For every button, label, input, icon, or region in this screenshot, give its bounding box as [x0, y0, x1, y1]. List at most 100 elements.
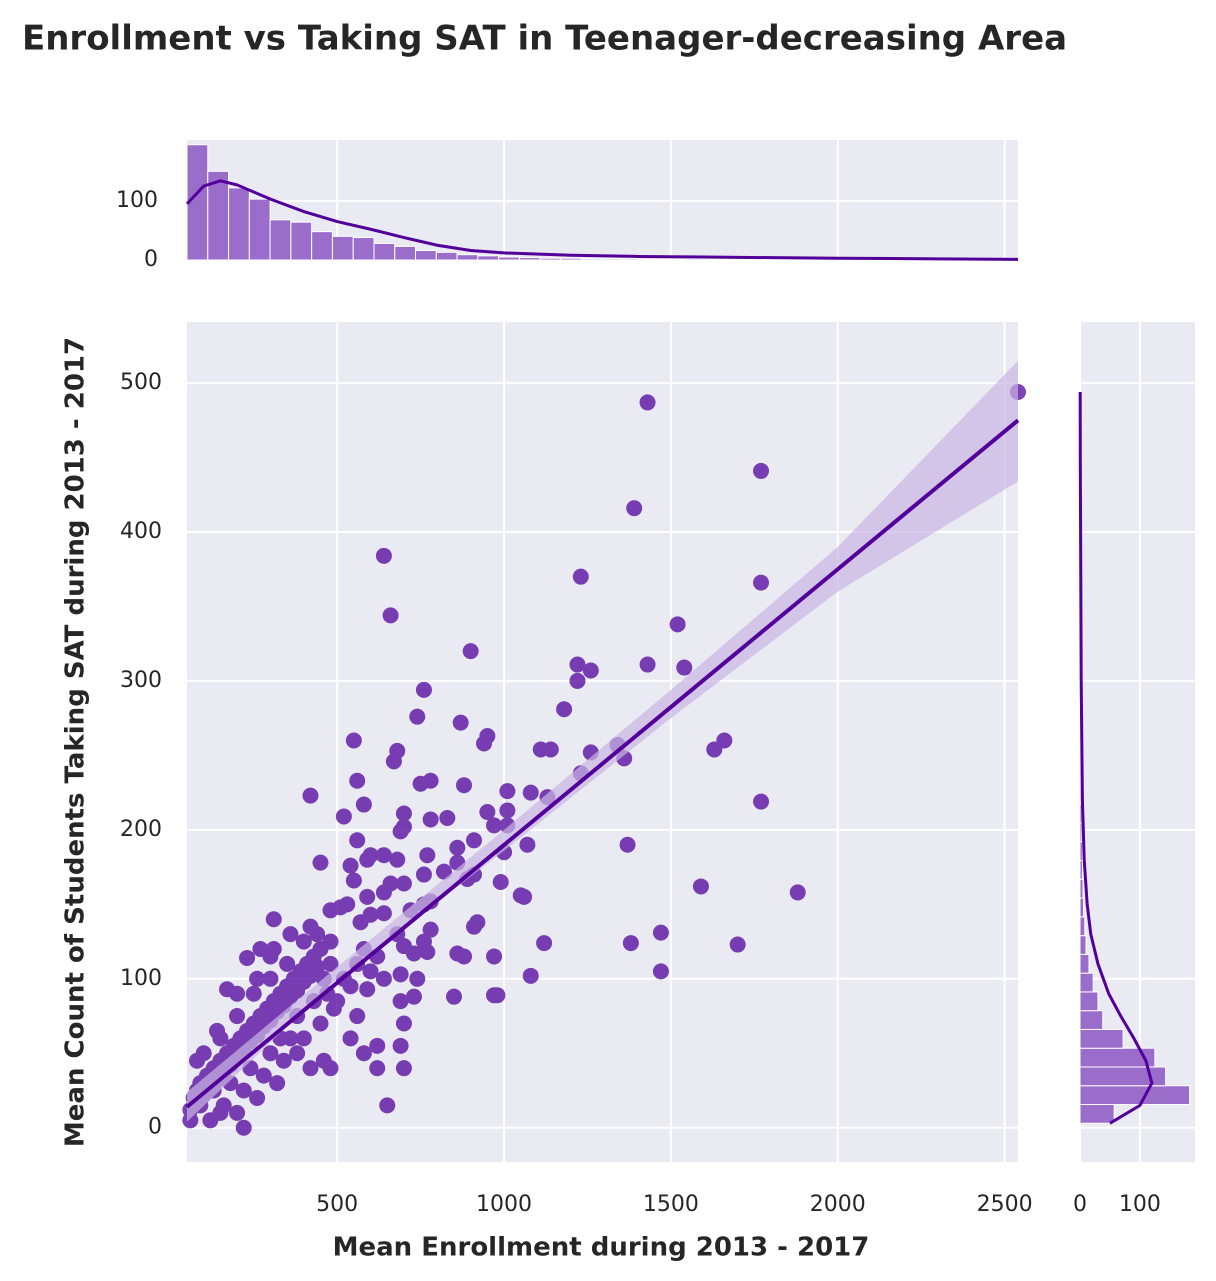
scatter-point: [189, 1052, 206, 1069]
scatter-point: [392, 966, 409, 983]
scatter-point: [359, 888, 376, 905]
scatter-point: [395, 1015, 412, 1032]
scatter-point: [355, 1045, 372, 1062]
histogram-bar: [726, 258, 749, 261]
y-tick-label: 500: [120, 370, 162, 395]
scatter-point: [639, 394, 656, 411]
scatter-point: [235, 1082, 252, 1099]
scatter-point: [692, 878, 709, 895]
histogram-bar: [539, 257, 562, 261]
x-tick-label: 2500: [977, 1192, 1033, 1217]
scatter-point: [229, 985, 246, 1002]
scatter-point: [445, 988, 462, 1005]
scatter-point: [789, 884, 806, 901]
scatter-point: [345, 732, 362, 749]
x-tick-label: 1000: [476, 1192, 532, 1217]
histogram-bar: [1079, 1104, 1115, 1124]
scatter-point: [249, 970, 266, 987]
histogram-bar: [643, 258, 666, 261]
histogram-bar: [456, 254, 479, 261]
scatter-point: [622, 935, 639, 952]
scatter-point: [345, 872, 362, 889]
scatter-point: [395, 805, 412, 822]
histogram-bar: [477, 255, 500, 261]
scatter-point: [339, 896, 356, 913]
histogram-bar: [768, 258, 790, 261]
scatter-point: [375, 884, 392, 901]
scatter-point: [392, 1037, 409, 1054]
scatter-point: [486, 987, 503, 1004]
scatter-point: [422, 811, 439, 828]
scatter-point: [385, 753, 402, 770]
scatter-point: [536, 935, 553, 952]
scatter-point: [569, 656, 586, 673]
x-tick-label: 100: [1119, 1192, 1161, 1217]
scatter-point: [676, 659, 693, 676]
scatter-point: [619, 836, 636, 853]
histogram-bar: [1079, 822, 1083, 843]
histogram-bar: [435, 251, 458, 261]
scatter-point: [486, 817, 503, 834]
scatter-point: [375, 547, 392, 564]
scatter-point: [449, 839, 466, 856]
scatter-point: [342, 857, 359, 874]
histogram-bar: [602, 258, 624, 261]
scatter-point: [456, 777, 472, 794]
scatter-point: [202, 1112, 219, 1129]
kde-curve: [1078, 391, 1154, 1125]
scatter-point: [302, 1060, 319, 1077]
histogram-bar: [747, 258, 770, 261]
scatter-point: [542, 741, 559, 758]
scatter-point: [409, 970, 426, 987]
histogram-bar: [518, 257, 541, 261]
scatter-point: [476, 735, 493, 752]
y-axis-label: Mean Count of Students Taking SAT during…: [61, 337, 91, 1147]
histogram-bar: [1079, 841, 1083, 862]
scatter-point: [419, 944, 436, 960]
y-tick-label: 200: [120, 817, 162, 842]
scatter-point: [395, 875, 412, 892]
histogram-bar: [248, 198, 271, 261]
scatter-point: [405, 945, 422, 962]
scatter-point: [439, 809, 456, 826]
scatter-point: [255, 1067, 272, 1084]
confidence-band: [187, 360, 1018, 1122]
scatter-point: [652, 924, 669, 941]
scatter-point: [229, 1008, 246, 1025]
scatter-point: [352, 914, 369, 931]
histogram-bar: [581, 258, 603, 261]
histogram-bar: [373, 242, 396, 261]
histogram-bar: [290, 221, 313, 261]
scatter-point: [419, 847, 436, 864]
histogram-bar: [1079, 972, 1094, 993]
scatter-point: [262, 1045, 279, 1062]
scatter-point: [405, 988, 422, 1005]
scatter-point: [392, 823, 409, 840]
histogram-bar: [498, 256, 520, 261]
scatter-point: [322, 933, 339, 950]
scatter-point: [706, 741, 723, 758]
scatter-point: [262, 970, 279, 987]
scatter-point: [295, 933, 312, 950]
scatter-point: [245, 985, 262, 1002]
scatter-point: [215, 1097, 232, 1114]
scatter-point: [492, 874, 509, 890]
scatter-point: [415, 681, 432, 698]
x-tick-label: 500: [316, 1192, 358, 1217]
histogram-bar: [685, 258, 707, 261]
scatter-point: [209, 1022, 226, 1039]
scatter-point: [269, 1075, 286, 1092]
histogram-bar: [228, 187, 250, 261]
histogram-bar: [331, 235, 354, 261]
scatter-point: [422, 921, 439, 938]
scatter-point: [369, 1060, 386, 1077]
scatter-point: [362, 963, 379, 980]
scatter-point: [669, 616, 686, 633]
histogram-bar: [1079, 860, 1083, 880]
scatter-point: [522, 967, 539, 984]
histogram-bar: [269, 219, 292, 261]
histogram-bar: [1079, 991, 1099, 1012]
scatter-point: [499, 802, 516, 819]
chart-title: Enrollment vs Taking SAT in Teenager-dec…: [22, 19, 1067, 59]
